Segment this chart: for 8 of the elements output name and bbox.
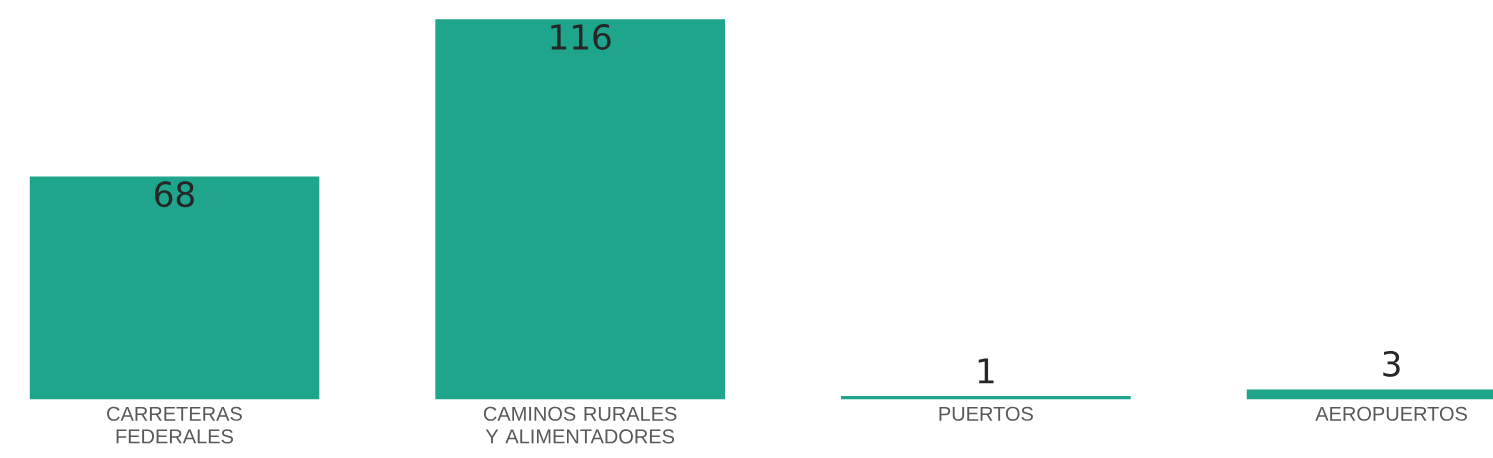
x-tick-label: PUERTOS bbox=[939, 406, 1033, 421]
data-label: 116 bbox=[551, 24, 611, 50]
x-tick-label: AEROPUERTOS bbox=[1315, 406, 1467, 421]
data-label: 1 bbox=[978, 358, 994, 384]
x-tick-label: CAMINOS RURALES Y ALIMENTADORES bbox=[483, 406, 677, 444]
data-label: 68 bbox=[155, 181, 194, 208]
x-tick-label: CARRETERAS FEDERALES bbox=[107, 406, 242, 444]
data-label: 3 bbox=[1383, 350, 1400, 377]
